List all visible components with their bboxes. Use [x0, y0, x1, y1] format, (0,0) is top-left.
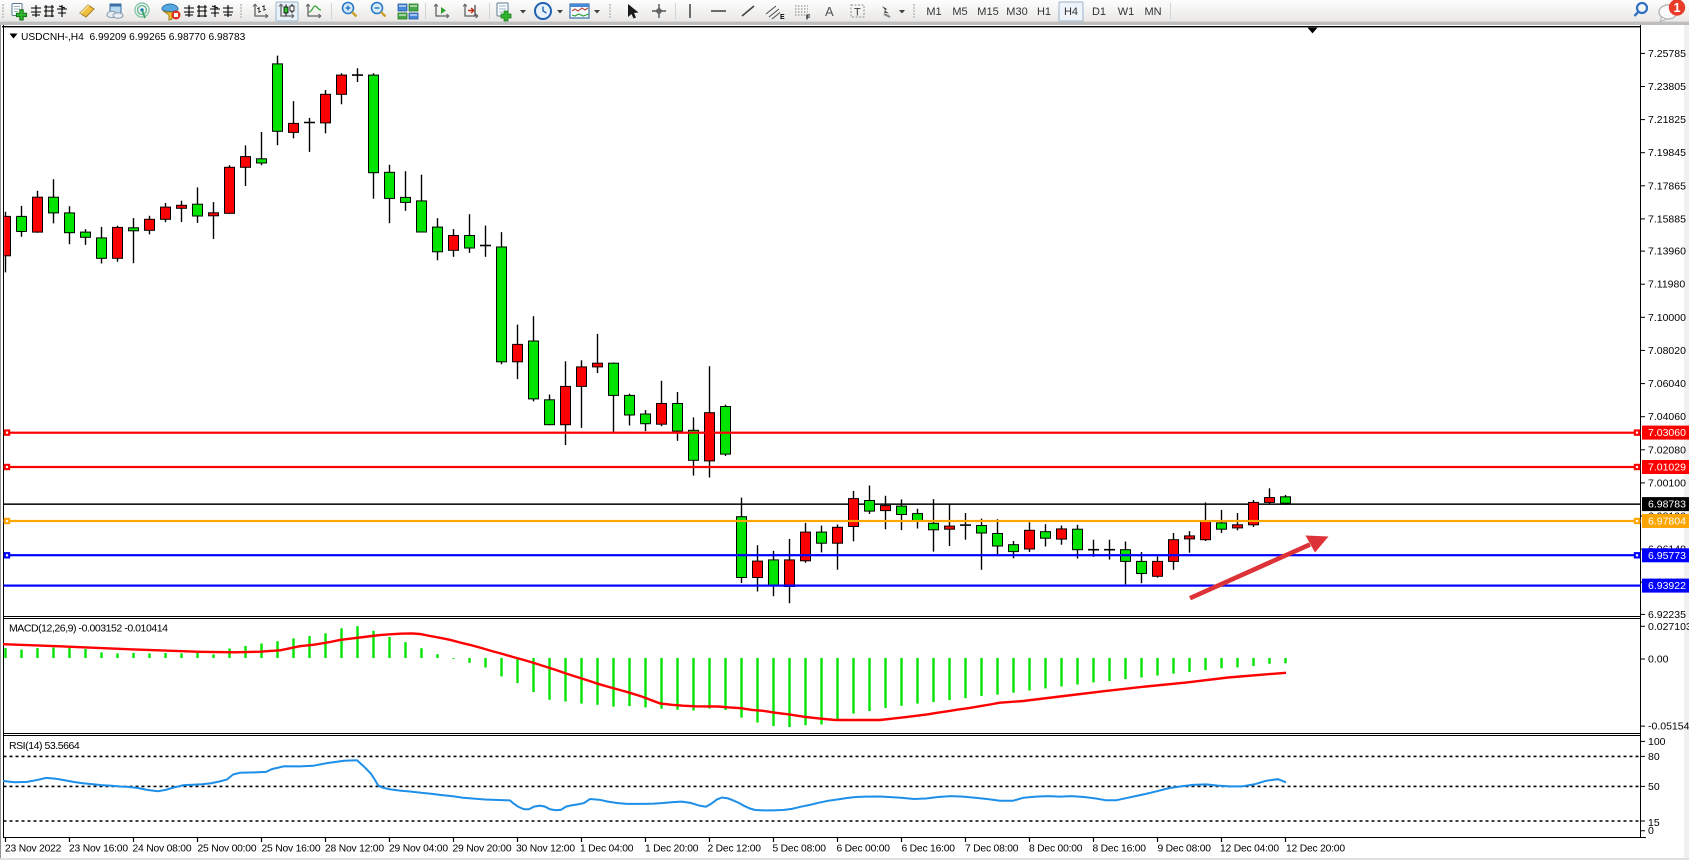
svg-text:23 Nov 2022: 23 Nov 2022	[5, 844, 62, 855]
svg-text:29 Nov 04:00: 29 Nov 04:00	[389, 844, 448, 855]
svg-text:7.10000: 7.10000	[1648, 312, 1686, 324]
svg-text:80: 80	[1648, 751, 1660, 763]
svg-text:M1: M1	[926, 6, 941, 18]
svg-text:7.19845: 7.19845	[1648, 147, 1686, 159]
svg-text:0.00: 0.00	[1648, 654, 1669, 666]
svg-text:D1: D1	[1092, 6, 1106, 18]
svg-text:50: 50	[1648, 781, 1660, 793]
svg-text:7.13960: 7.13960	[1648, 246, 1686, 258]
svg-text:6 Dec 00:00: 6 Dec 00:00	[837, 844, 891, 855]
svg-text:8 Dec 00:00: 8 Dec 00:00	[1029, 844, 1083, 855]
svg-text:M15: M15	[977, 6, 998, 18]
svg-text:15: 15	[1648, 817, 1660, 829]
svg-text:RSI(14) 53.5664: RSI(14) 53.5664	[9, 740, 80, 752]
svg-text:MACD(12,26,9) -0.003152 -0.010: MACD(12,26,9) -0.003152 -0.010414	[9, 623, 168, 635]
svg-text:7.23805: 7.23805	[1648, 81, 1686, 93]
svg-text:7.03060: 7.03060	[1648, 427, 1686, 439]
svg-text:0.027103: 0.027103	[1648, 621, 1689, 633]
svg-text:6 Dec 16:00: 6 Dec 16:00	[902, 844, 956, 855]
svg-text:0: 0	[1648, 825, 1654, 837]
svg-text:25 Nov 16:00: 25 Nov 16:00	[262, 844, 321, 855]
svg-text:6.93922: 6.93922	[1648, 580, 1686, 592]
svg-text:H4: H4	[1064, 6, 1078, 18]
svg-text:7.11980: 7.11980	[1648, 279, 1685, 291]
svg-text:6.92235: 6.92235	[1648, 609, 1686, 621]
svg-text:M30: M30	[1006, 6, 1027, 18]
svg-text:7.21825: 7.21825	[1648, 114, 1686, 126]
svg-text:6.97804: 6.97804	[1648, 516, 1686, 528]
svg-text:7.00100: 7.00100	[1648, 477, 1686, 489]
svg-text:6.98783: 6.98783	[1648, 499, 1686, 511]
svg-text:28 Nov 12:00: 28 Nov 12:00	[325, 844, 384, 855]
svg-text:25 Nov 00:00: 25 Nov 00:00	[198, 844, 257, 855]
svg-text:24 Nov 08:00: 24 Nov 08:00	[133, 844, 192, 855]
svg-text:1 Dec 04:00: 1 Dec 04:00	[580, 844, 634, 855]
svg-text:6.95773: 6.95773	[1648, 550, 1686, 562]
svg-text:M5: M5	[952, 6, 967, 18]
svg-text:F: F	[806, 15, 811, 22]
svg-text:7.17865: 7.17865	[1648, 180, 1686, 192]
svg-text:7.04060: 7.04060	[1648, 411, 1686, 423]
svg-text:9 Dec 08:00: 9 Dec 08:00	[1158, 844, 1212, 855]
svg-text:E: E	[780, 14, 785, 21]
svg-text:1 Dec 20:00: 1 Dec 20:00	[645, 844, 699, 855]
svg-text:A: A	[825, 4, 834, 19]
svg-text:23 Nov 16:00: 23 Nov 16:00	[69, 844, 128, 855]
svg-text:1: 1	[1674, 1, 1681, 15]
svg-text:8 Dec 16:00: 8 Dec 16:00	[1093, 844, 1147, 855]
svg-text:7 Dec 08:00: 7 Dec 08:00	[965, 844, 1019, 855]
svg-text:2 Dec 12:00: 2 Dec 12:00	[708, 844, 762, 855]
svg-text:7.06040: 7.06040	[1648, 378, 1686, 390]
svg-text:7.02080: 7.02080	[1648, 444, 1686, 456]
svg-text:W1: W1	[1118, 6, 1135, 18]
svg-text:7.15885: 7.15885	[1648, 213, 1686, 225]
svg-text:5 Dec 08:00: 5 Dec 08:00	[773, 844, 827, 855]
svg-text:100: 100	[1648, 736, 1666, 748]
svg-text:29 Nov 20:00: 29 Nov 20:00	[453, 844, 512, 855]
svg-text:12 Dec 04:00: 12 Dec 04:00	[1220, 844, 1279, 855]
svg-text:-0.051546: -0.051546	[1648, 721, 1689, 733]
svg-text:MN: MN	[1144, 6, 1161, 18]
svg-text:7.25785: 7.25785	[1648, 48, 1686, 60]
svg-text:30 Nov 12:00: 30 Nov 12:00	[516, 844, 575, 855]
svg-text:T: T	[854, 7, 861, 19]
svg-text:7.01029: 7.01029	[1648, 462, 1686, 474]
svg-text:7.08020: 7.08020	[1648, 345, 1686, 357]
svg-text:USDCNH-,H4 6.99209 6.99265 6.: USDCNH-,H4 6.99209 6.99265 6.98770 6.987…	[21, 32, 246, 43]
svg-text:12 Dec 20:00: 12 Dec 20:00	[1286, 844, 1345, 855]
svg-text:H1: H1	[1037, 6, 1051, 18]
